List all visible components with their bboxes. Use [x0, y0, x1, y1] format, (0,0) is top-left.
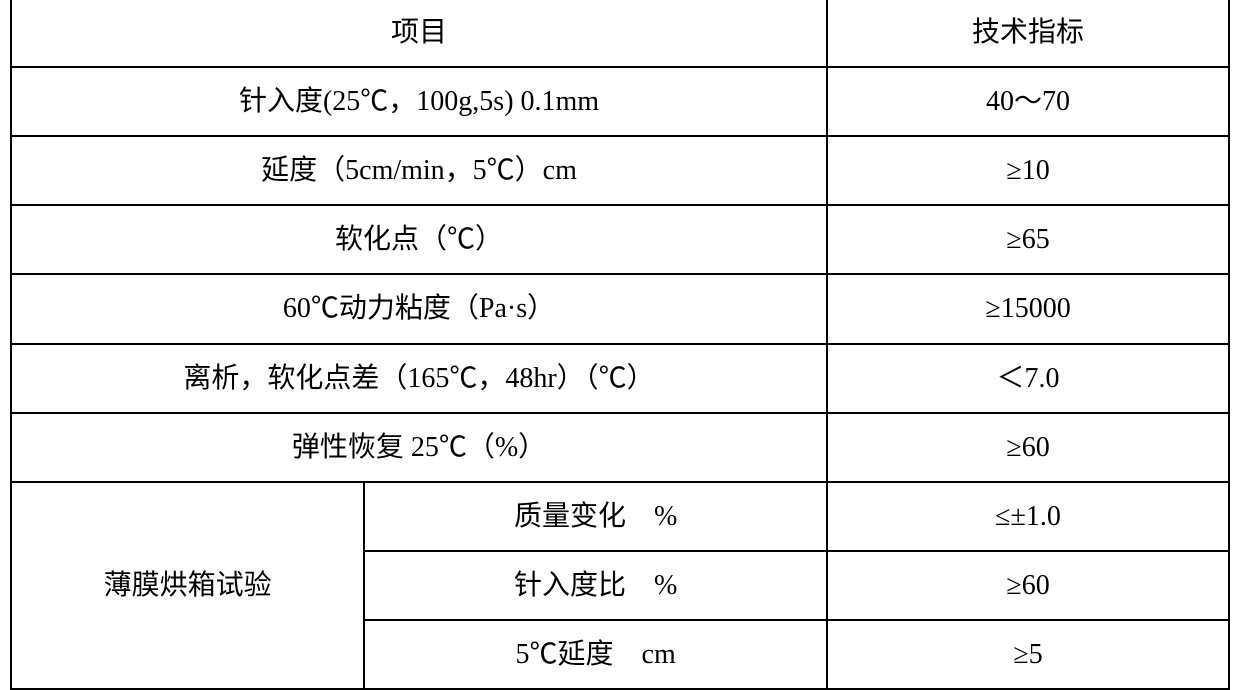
value-cell: ≥60 [827, 413, 1229, 482]
param-cell: 60℃动力粘度（Pa·s） [11, 274, 827, 343]
group-label-cell: 薄膜烘箱试验 [11, 482, 364, 690]
spec-table: 项目 技术指标 针入度(25℃，100g,5s) 0.1mm 40～70 延度（… [10, 0, 1230, 690]
table-header-row: 项目 技术指标 [11, 0, 1229, 67]
value-cell: ≥5 [827, 620, 1229, 689]
param-cell: 离析，软化点差（165℃，48hr）（℃） [11, 344, 827, 413]
table-row: 薄膜烘箱试验 质量变化 % ≤±1.0 [11, 482, 1229, 551]
value-cell: ≥65 [827, 205, 1229, 274]
value-cell: ＜7.0 [827, 344, 1229, 413]
value-cell: 40～70 [827, 67, 1229, 136]
table-row: 软化点（℃） ≥65 [11, 205, 1229, 274]
param-cell: 质量变化 % [364, 482, 827, 551]
param-cell: 5℃延度 cm [364, 620, 827, 689]
value-cell: ≥10 [827, 136, 1229, 205]
table-row: 针入度(25℃，100g,5s) 0.1mm 40～70 [11, 67, 1229, 136]
param-cell: 弹性恢复 25℃（%） [11, 413, 827, 482]
param-cell: 针入度(25℃，100g,5s) 0.1mm [11, 67, 827, 136]
value-cell: ≥60 [827, 551, 1229, 620]
value-cell: ≤±1.0 [827, 482, 1229, 551]
param-cell: 针入度比 % [364, 551, 827, 620]
value-cell: ≥15000 [827, 274, 1229, 343]
spec-table-container: 项目 技术指标 针入度(25℃，100g,5s) 0.1mm 40～70 延度（… [10, 0, 1230, 690]
param-cell: 软化点（℃） [11, 205, 827, 274]
table-row: 60℃动力粘度（Pa·s） ≥15000 [11, 274, 1229, 343]
header-param: 项目 [11, 0, 827, 67]
header-value: 技术指标 [827, 0, 1229, 67]
table-row: 弹性恢复 25℃（%） ≥60 [11, 413, 1229, 482]
table-row: 延度（5cm/min，5℃）cm ≥10 [11, 136, 1229, 205]
param-cell: 延度（5cm/min，5℃）cm [11, 136, 827, 205]
table-row: 离析，软化点差（165℃，48hr）（℃） ＜7.0 [11, 344, 1229, 413]
